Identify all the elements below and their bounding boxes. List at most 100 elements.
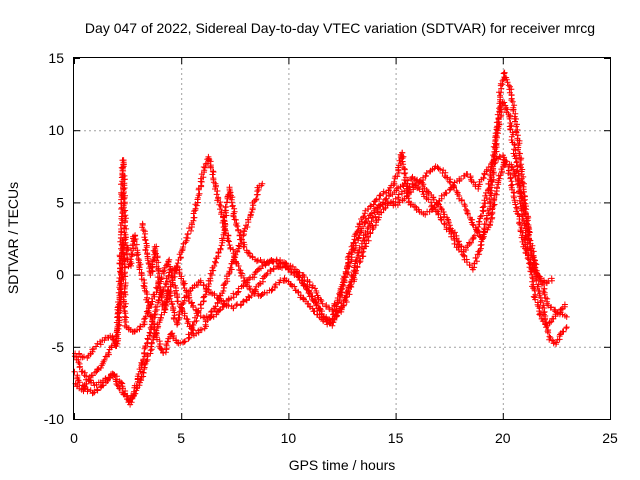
data-point: [515, 146, 521, 153]
data-point: [477, 242, 484, 249]
data-point: [155, 279, 162, 286]
data-point: [370, 201, 377, 208]
data-point: [183, 234, 190, 241]
data-point: [433, 201, 440, 208]
data-point: [377, 192, 384, 199]
data-point: [395, 191, 402, 198]
data-point: [478, 212, 485, 219]
data-point: [543, 322, 550, 329]
data-point: [141, 345, 148, 352]
data-point: [451, 240, 458, 247]
data-point: [563, 324, 570, 331]
data-point: [228, 295, 235, 302]
data-point: [80, 386, 87, 393]
data-point: [259, 263, 266, 269]
data-point: [211, 263, 218, 269]
data-point: [181, 338, 188, 345]
data-point: [123, 319, 129, 325]
data-point: [537, 299, 544, 306]
data-point: [220, 288, 227, 294]
data-point: [117, 265, 124, 272]
data-point: [147, 313, 154, 320]
data-point: [190, 322, 197, 328]
data-point: [411, 203, 418, 210]
data-point: [318, 311, 325, 318]
data-point: [289, 263, 296, 270]
data-point: [225, 238, 232, 245]
data-point: [141, 361, 148, 368]
data-point: [354, 263, 361, 270]
data-point: [214, 188, 221, 194]
data-point: [517, 221, 524, 228]
data-point: [182, 338, 188, 345]
data-point: [384, 200, 391, 207]
data-point: [227, 245, 234, 252]
data-point: [395, 194, 402, 201]
data-point: [249, 205, 256, 212]
data-point: [129, 251, 136, 257]
data-point: [481, 221, 488, 227]
data-point: [114, 304, 121, 311]
data-point: [437, 216, 444, 223]
data-point: [123, 225, 130, 232]
data-point: [360, 223, 366, 230]
data-point: [503, 158, 510, 165]
y-tick-label: 10: [48, 122, 64, 138]
data-point: [367, 211, 374, 218]
x-tick-label: 0: [70, 430, 78, 446]
data-point: [482, 192, 489, 199]
data-point: [221, 281, 228, 288]
data-point: [346, 291, 353, 298]
data-point: [365, 237, 372, 244]
data-point: [494, 184, 500, 191]
data-point: [511, 141, 518, 148]
data-point: [191, 214, 198, 221]
data-point: [110, 373, 117, 380]
data-point: [122, 310, 129, 317]
data-point: [458, 197, 465, 204]
data-point: [472, 254, 479, 261]
data-point: [295, 274, 302, 281]
data-point: [93, 343, 99, 350]
data-point: [128, 251, 135, 258]
data-point: [226, 242, 233, 249]
data-point: [230, 246, 237, 253]
data-point: [188, 329, 195, 336]
data-point: [156, 280, 163, 287]
data-point: [286, 266, 293, 273]
data-point: [394, 173, 401, 180]
data-point: [145, 298, 152, 305]
data-point: [76, 364, 83, 371]
data-point: [488, 174, 495, 181]
data-point: [512, 155, 519, 162]
data-point: [547, 304, 554, 311]
data-point: [236, 232, 243, 239]
data-point: [291, 283, 298, 290]
data-point: [528, 247, 535, 254]
x-tick-labels: 0 5 10 15 20 25: [70, 430, 618, 446]
data-point: [458, 176, 464, 182]
data-point: [523, 221, 530, 228]
data-point: [193, 317, 200, 324]
data-point: [230, 305, 237, 312]
x-tick-label: 25: [602, 430, 618, 446]
data-point: [117, 385, 123, 392]
data-point: [251, 287, 258, 294]
data-point: [118, 245, 124, 252]
data-point: [97, 341, 104, 348]
data-point: [120, 391, 127, 398]
data-point: [521, 241, 527, 248]
data-point: [140, 282, 147, 289]
data-point: [267, 267, 274, 273]
data-point: [200, 174, 207, 181]
x-axis-label: GPS time / hours: [289, 457, 396, 473]
data-point: [404, 192, 411, 199]
data-point: [380, 188, 387, 195]
data-point: [438, 192, 445, 199]
data-point: [360, 248, 367, 255]
x-tick-label: 10: [281, 430, 297, 446]
data-point: [469, 221, 476, 228]
data-point: [248, 292, 255, 299]
data-point: [184, 320, 191, 327]
data-point: [379, 201, 386, 208]
